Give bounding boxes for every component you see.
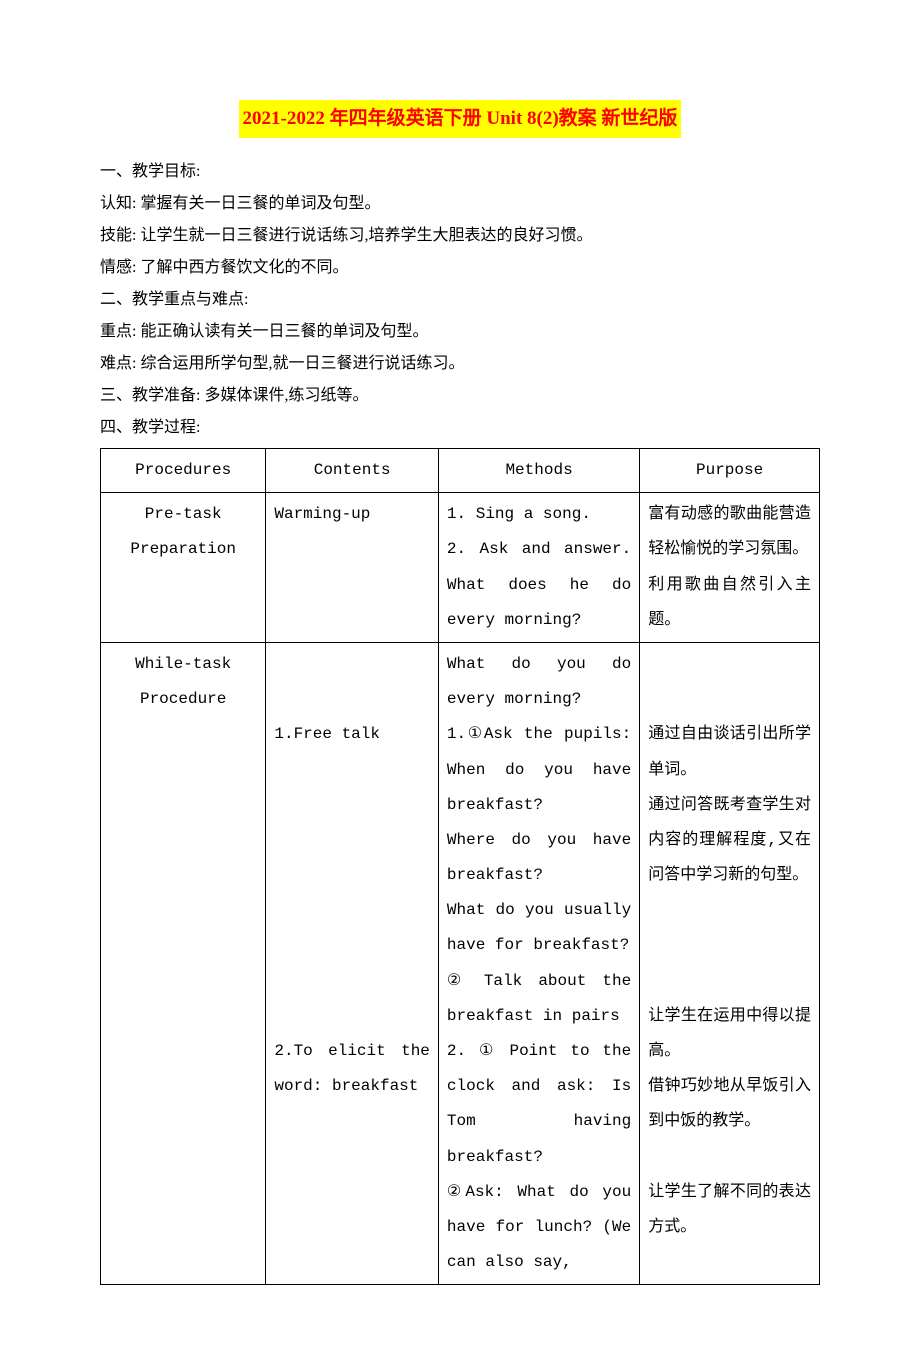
table-row: Pre-task Preparation Warming-up 1. Sing … <box>101 493 820 643</box>
cell-methods: What do you do every morning? 1.①Ask the… <box>438 642 639 1284</box>
section-1-label: 一、教学目标: <box>100 156 820 188</box>
table-header-row: Procedures Contents Methods Purpose <box>101 449 820 493</box>
cell-procedures: Pre-task Preparation <box>101 493 266 643</box>
col-header-purpose: Purpose <box>640 449 820 493</box>
section-4-label: 四、教学过程: <box>100 412 820 444</box>
section-1-line-1: 认知: 掌握有关一日三餐的单词及句型。 <box>100 188 820 220</box>
document-page: 2021-2022 年四年级英语下册 Unit 8(2)教案 新世纪版 一、教学… <box>0 0 920 1345</box>
col-header-procedures: Procedures <box>101 449 266 493</box>
cell-purpose: 富有动感的歌曲能营造轻松愉悦的学习氛围。 利用歌曲自然引入主题。 <box>640 493 820 643</box>
table-head: Procedures Contents Methods Purpose <box>101 449 820 493</box>
cell-methods: 1. Sing a song. 2. Ask and answer. What … <box>438 493 639 643</box>
document-title: 2021-2022 年四年级英语下册 Unit 8(2)教案 新世纪版 <box>239 100 682 138</box>
lesson-table: Procedures Contents Methods Purpose Pre-… <box>100 448 820 1285</box>
table-row: While-task Procedure 1.Free talk 2.To el… <box>101 642 820 1284</box>
cell-procedures: While-task Procedure <box>101 642 266 1284</box>
col-header-methods: Methods <box>438 449 639 493</box>
section-2-line-1: 重点: 能正确认读有关一日三餐的单词及句型。 <box>100 316 820 348</box>
cell-contents: 1.Free talk 2.To elicit the word: breakf… <box>266 642 439 1284</box>
col-header-contents: Contents <box>266 449 439 493</box>
section-3-label: 三、教学准备: 多媒体课件,练习纸等。 <box>100 380 820 412</box>
section-2-line-2: 难点: 综合运用所学句型,就一日三餐进行说话练习。 <box>100 348 820 380</box>
cell-contents: Warming-up <box>266 493 439 643</box>
title-wrap: 2021-2022 年四年级英语下册 Unit 8(2)教案 新世纪版 <box>100 100 820 138</box>
section-1-line-3: 情感: 了解中西方餐饮文化的不同。 <box>100 252 820 284</box>
section-1-line-2: 技能: 让学生就一日三餐进行说话练习,培养学生大胆表达的良好习惯。 <box>100 220 820 252</box>
cell-purpose: 通过自由谈话引出所学单词。 通过问答既考查学生对内容的理解程度,又在问答中学习新… <box>640 642 820 1284</box>
table-body: Pre-task Preparation Warming-up 1. Sing … <box>101 493 820 1285</box>
section-2-label: 二、教学重点与难点: <box>100 284 820 316</box>
